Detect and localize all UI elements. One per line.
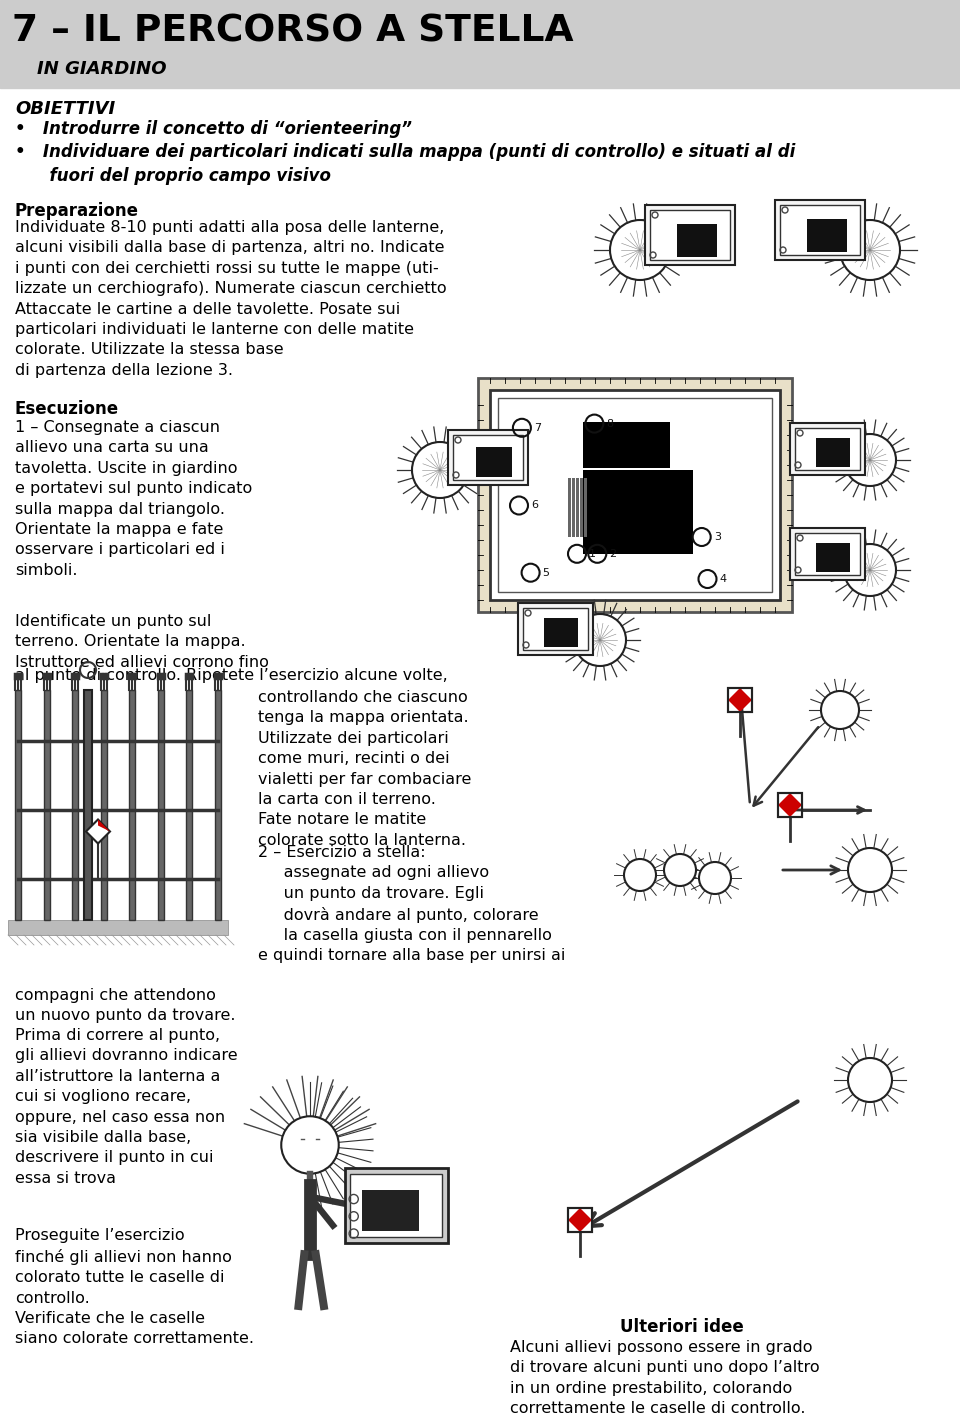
Circle shape: [844, 434, 896, 486]
Bar: [778, 793, 802, 817]
Bar: [650, 211, 730, 260]
Text: Ulteriori idee: Ulteriori idee: [620, 1318, 744, 1337]
Bar: [806, 219, 847, 252]
Polygon shape: [568, 1208, 592, 1232]
Bar: [453, 435, 523, 480]
Text: OBIETTIVI: OBIETTIVI: [15, 100, 115, 119]
Bar: [790, 422, 865, 475]
Bar: [728, 688, 752, 712]
Circle shape: [699, 862, 731, 894]
Bar: [43, 690, 50, 920]
Bar: [583, 421, 670, 468]
Text: Proseguite l’esercizio
finché gli allievi non hanno
colorato tutte le caselle di: Proseguite l’esercizio finché gli alliev…: [15, 1228, 254, 1347]
Bar: [157, 690, 164, 920]
Text: 7: 7: [534, 422, 541, 432]
Circle shape: [848, 848, 892, 892]
Circle shape: [664, 853, 696, 886]
Bar: [186, 690, 192, 920]
Bar: [0, 0, 960, 88]
Circle shape: [412, 442, 468, 497]
Text: 2 – Esercizio a stella:
     assegnate ad ogni allievo
     un punto da trovare.: 2 – Esercizio a stella: assegnate ad ogn…: [258, 845, 565, 964]
Text: 1 – Consegnate a ciascun
allievo una carta su una
tavoletta. Uscite in giardino
: 1 – Consegnate a ciascun allievo una car…: [15, 420, 252, 578]
Bar: [795, 533, 860, 575]
Circle shape: [821, 691, 859, 729]
Bar: [362, 1190, 419, 1231]
Bar: [490, 390, 780, 601]
Polygon shape: [728, 688, 752, 712]
Circle shape: [624, 859, 656, 892]
Bar: [448, 430, 528, 485]
Text: controllando che ciascuno
tenga la mappa orientata.
Utilizzate dei particolari
c: controllando che ciascuno tenga la mappa…: [258, 690, 471, 848]
Bar: [478, 379, 792, 612]
Bar: [585, 478, 588, 537]
Text: 1: 1: [589, 548, 596, 558]
Text: 2: 2: [610, 548, 616, 558]
Bar: [523, 608, 588, 650]
Bar: [101, 690, 107, 920]
Text: al punto di controllo. Ripetete l’esercizio alcune volte,: al punto di controllo. Ripetete l’eserci…: [15, 668, 447, 682]
Polygon shape: [98, 820, 110, 831]
Circle shape: [840, 220, 900, 280]
Polygon shape: [778, 793, 802, 817]
Text: 7 – IL PERCORSO A STELLA: 7 – IL PERCORSO A STELLA: [12, 14, 573, 49]
Bar: [15, 690, 21, 920]
Text: 4: 4: [719, 574, 727, 584]
Bar: [645, 205, 735, 266]
Bar: [72, 690, 78, 920]
Bar: [775, 201, 865, 260]
Bar: [778, 793, 802, 817]
Bar: [350, 1174, 443, 1236]
Polygon shape: [86, 820, 110, 844]
Bar: [544, 619, 578, 647]
Text: •   Introdurre il concetto di “orienteering”: • Introdurre il concetto di “orienteerin…: [15, 120, 412, 138]
Polygon shape: [86, 825, 98, 844]
Bar: [816, 438, 850, 468]
Circle shape: [281, 1116, 339, 1174]
Bar: [583, 469, 693, 554]
Text: Alcuni allievi possono essere in grado
di trovare alcuni punti uno dopo l’altro
: Alcuni allievi possono essere in grado d…: [510, 1340, 820, 1413]
Bar: [345, 1169, 448, 1243]
Bar: [795, 428, 860, 471]
Text: 3: 3: [713, 533, 721, 543]
Bar: [677, 225, 717, 257]
Bar: [580, 478, 584, 537]
Text: compagni che attendono
un nuovo punto da trovare.: compagni che attendono un nuovo punto da…: [15, 988, 235, 1023]
Bar: [476, 447, 512, 478]
Text: Preparazione: Preparazione: [15, 202, 139, 220]
Text: Identificate un punto sul
terreno. Orientate la mappa.
Istruttore ed allievi cor: Identificate un punto sul terreno. Orien…: [15, 615, 269, 670]
Circle shape: [848, 1058, 892, 1102]
Bar: [568, 478, 571, 537]
Circle shape: [610, 220, 670, 280]
Bar: [728, 688, 752, 712]
Bar: [576, 478, 579, 537]
Bar: [84, 690, 92, 920]
Bar: [790, 528, 865, 579]
Text: Individuate 8-10 punti adatti alla posa delle lanterne,
alcuni visibili dalla ba: Individuate 8-10 punti adatti alla posa …: [15, 220, 446, 377]
Bar: [498, 398, 772, 592]
Bar: [568, 1208, 592, 1232]
Bar: [780, 205, 860, 254]
Text: Prima di correre al punto,
gli allievi dovranno indicare
all’istruttore la lante: Prima di correre al punto, gli allievi d…: [15, 1029, 238, 1186]
Bar: [8, 920, 228, 935]
Text: 6: 6: [531, 500, 538, 510]
Bar: [572, 478, 575, 537]
Text: Esecuzione: Esecuzione: [15, 400, 119, 418]
Bar: [215, 690, 221, 920]
Bar: [816, 544, 850, 572]
Text: 5: 5: [542, 568, 549, 578]
Bar: [130, 690, 135, 920]
Bar: [568, 1208, 592, 1232]
Text: •   Individuare dei particolari indicati sulla mappa (punti di controllo) e situ: • Individuare dei particolari indicati s…: [15, 143, 796, 185]
Text: IN GIARDINO: IN GIARDINO: [12, 59, 166, 78]
Circle shape: [844, 544, 896, 596]
Text: 8: 8: [607, 418, 613, 428]
Bar: [518, 603, 593, 656]
Circle shape: [574, 615, 626, 666]
